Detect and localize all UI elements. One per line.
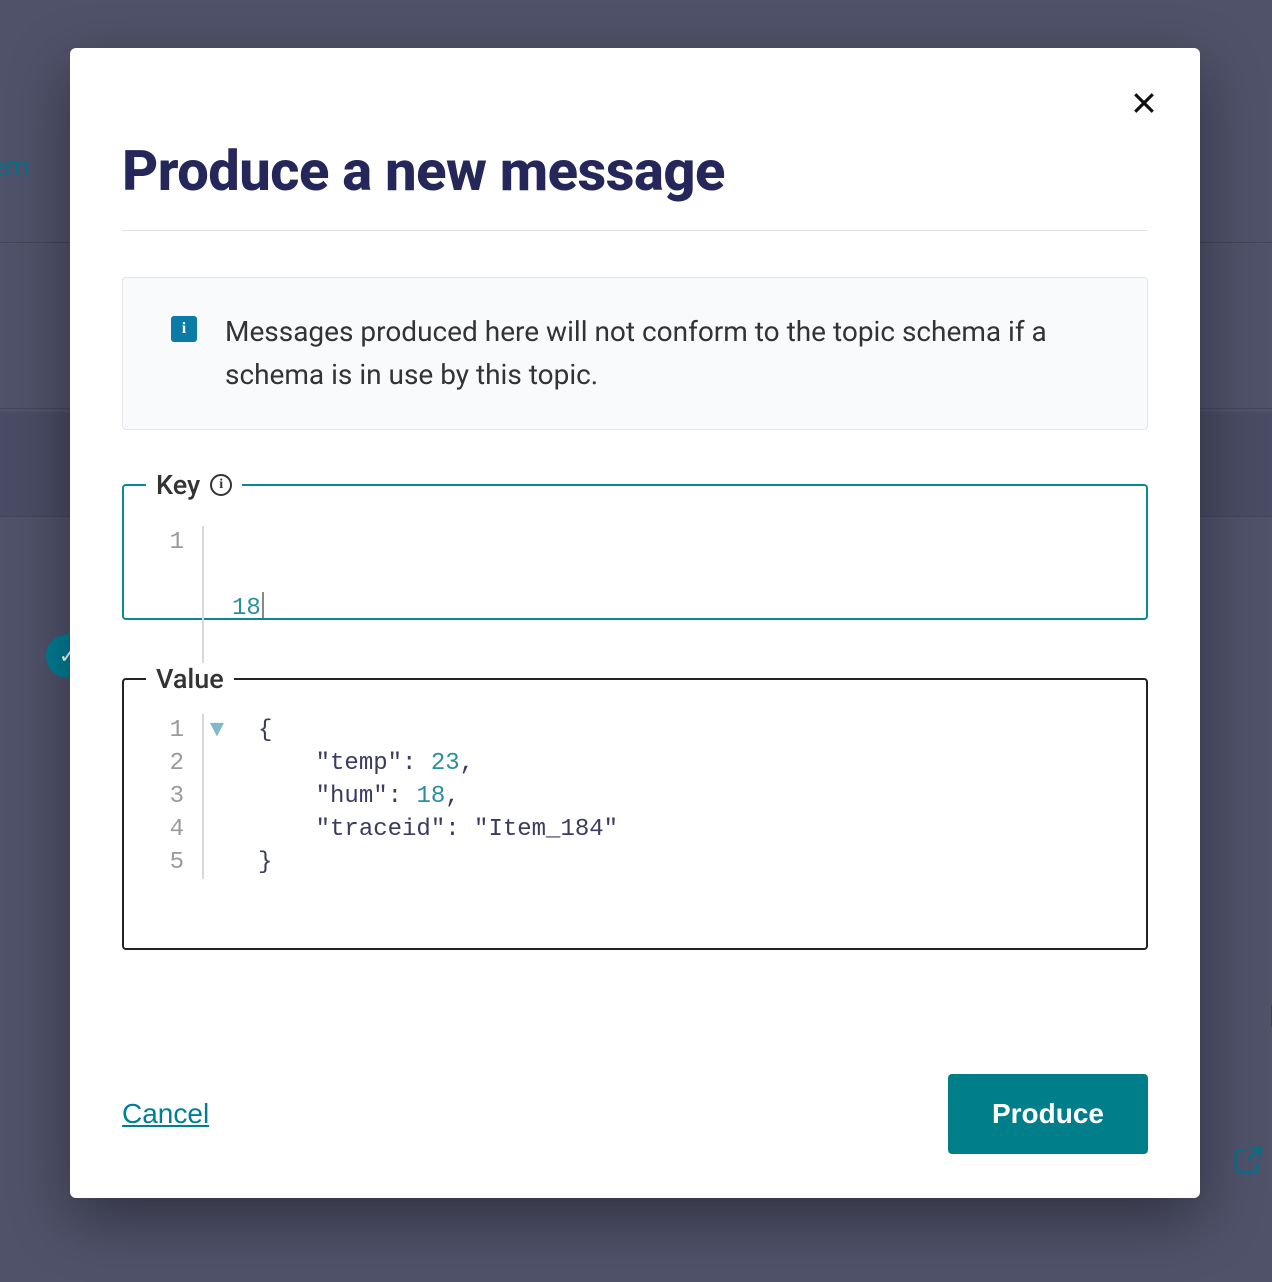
key-field-label: Key i	[146, 469, 242, 501]
close-icon	[1129, 88, 1159, 121]
value-content[interactable]: { "temp": 23, "hum": 18, "traceid": "Ite…	[230, 714, 618, 879]
produce-button[interactable]: Produce	[948, 1074, 1148, 1154]
value-gutter: 12345	[144, 714, 204, 879]
modal-title: Produce a new message	[122, 138, 1148, 204]
close-button[interactable]	[1124, 84, 1164, 124]
text-caret	[262, 592, 264, 618]
info-banner: i Messages produced here will not confor…	[122, 277, 1148, 430]
key-field[interactable]: Key i 1 18	[122, 484, 1148, 620]
modal-footer: Cancel Produce	[122, 1034, 1148, 1154]
info-banner-text: Messages produced here will not conform …	[225, 310, 1107, 397]
produce-message-modal: Produce a new message i Messages produce…	[70, 48, 1200, 1198]
background-text-schema: chem	[0, 150, 29, 183]
external-link-icon	[1232, 1144, 1264, 1176]
info-circle-icon[interactable]: i	[210, 474, 232, 496]
cancel-button[interactable]: Cancel	[122, 1098, 209, 1130]
fold-column: ▼	[204, 714, 230, 879]
modal-divider	[122, 230, 1148, 231]
key-editor[interactable]: 1 18	[144, 526, 1106, 691]
value-field-label: Value	[146, 663, 234, 695]
value-field[interactable]: Value 12345 ▼ { "temp": 23, "hum": 18, "…	[122, 678, 1148, 950]
info-icon: i	[171, 316, 197, 342]
value-editor[interactable]: 12345 ▼ { "temp": 23, "hum": 18, "tracei…	[144, 714, 1106, 879]
